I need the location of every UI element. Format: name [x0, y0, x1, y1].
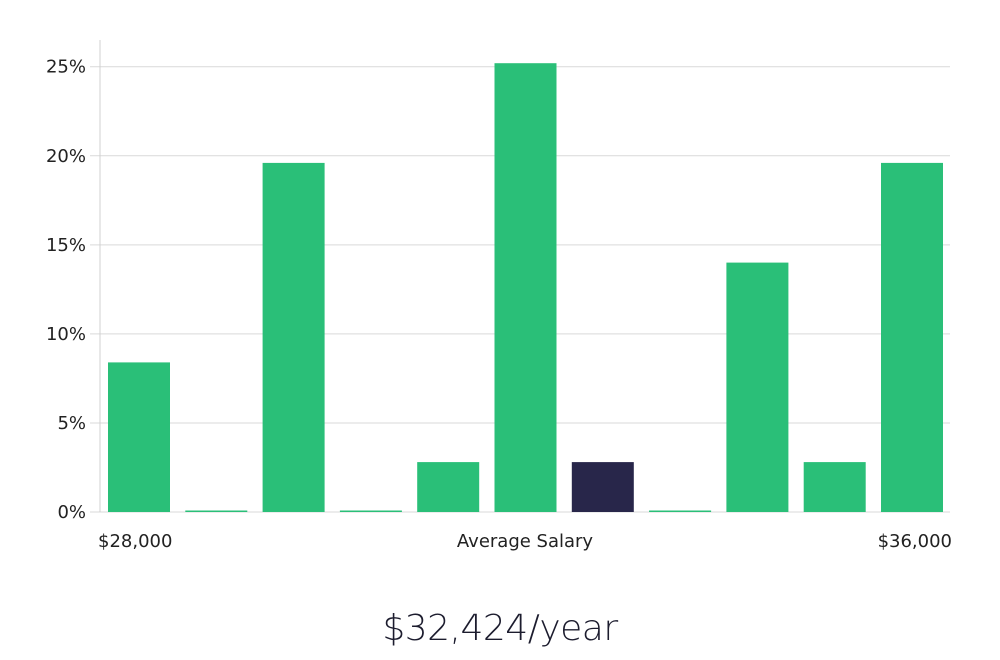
bar-highlighted — [571, 462, 634, 512]
average-salary-value: $32,424/year — [382, 608, 618, 649]
bar — [726, 262, 789, 512]
bar — [185, 510, 248, 512]
bar — [417, 462, 480, 512]
bar — [803, 462, 866, 512]
x-axis-max-label: $36,000 — [878, 531, 952, 552]
bar — [494, 63, 557, 512]
y-tick-label: 25% — [46, 57, 86, 78]
y-tick-label: 0% — [57, 502, 86, 523]
bar — [339, 510, 402, 512]
bar — [649, 510, 712, 512]
y-tick-label: 10% — [46, 324, 86, 345]
y-tick-label: 5% — [57, 413, 86, 434]
bar — [108, 362, 170, 512]
y-axis-ticks: 0% 5% 10% 15% 20% 25% — [46, 57, 86, 523]
bar — [881, 162, 943, 512]
x-axis-min-label: $28,000 — [98, 531, 172, 552]
bars — [108, 63, 943, 512]
salary-histogram-chart: 0%5%10%15%20%25% $28,000 Average Salary … — [46, 40, 952, 552]
x-axis-title: Average Salary — [457, 531, 594, 552]
bar — [262, 162, 325, 512]
y-tick-label: 20% — [46, 146, 86, 167]
y-tick-label: 15% — [46, 235, 86, 256]
